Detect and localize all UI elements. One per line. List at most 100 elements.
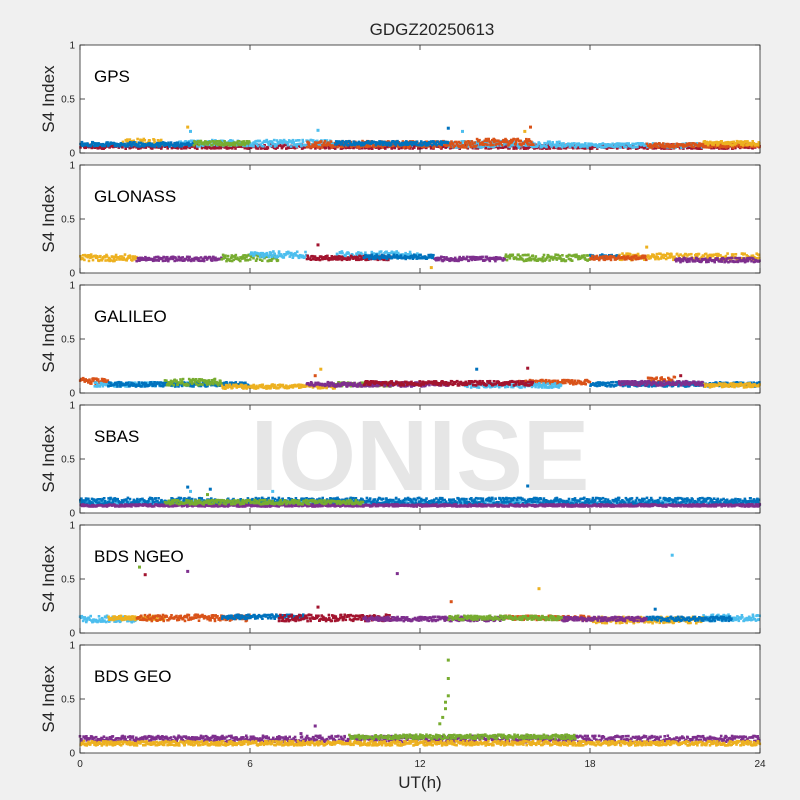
data-point [591, 143, 594, 146]
data-point [607, 381, 611, 385]
data-point [726, 252, 729, 255]
data-point [395, 250, 398, 253]
data-point [749, 256, 752, 260]
data-point [645, 258, 648, 262]
system-label: GLONASS [94, 187, 176, 206]
data-point [400, 146, 403, 150]
data-point [488, 259, 492, 263]
data-point [734, 146, 737, 150]
data-point [125, 259, 128, 262]
data-point [458, 147, 461, 150]
data-point [610, 253, 613, 257]
data-point [470, 383, 473, 386]
data-point [647, 254, 650, 257]
data-point [538, 383, 541, 387]
data-point [534, 385, 537, 389]
data-point [652, 147, 655, 150]
data-point [205, 145, 208, 149]
data-point [272, 138, 276, 142]
data-point [315, 145, 318, 148]
data-point [746, 140, 749, 143]
data-point [179, 256, 182, 260]
data-point [187, 141, 190, 145]
data-point [527, 138, 531, 141]
data-point [458, 144, 462, 148]
data-point [513, 138, 516, 141]
data-point [700, 257, 704, 261]
data-point [586, 146, 589, 149]
data-point [84, 146, 87, 149]
data-point [408, 256, 412, 260]
spike-point [645, 245, 649, 249]
data-point [610, 383, 614, 387]
data-point [209, 140, 212, 144]
data-point [197, 380, 201, 384]
data-point [180, 144, 183, 148]
data-point [692, 142, 695, 145]
data-point [293, 146, 297, 150]
data-point [307, 144, 311, 147]
data-point [424, 144, 428, 147]
data-point [259, 143, 262, 146]
data-point [590, 147, 594, 150]
data-point [300, 144, 303, 148]
data-point [130, 383, 133, 387]
data-point [471, 255, 474, 259]
data-point [444, 257, 448, 261]
data-point [334, 140, 338, 143]
data-point [96, 144, 100, 147]
data-point [158, 144, 162, 148]
data-point [568, 382, 572, 385]
data-point [213, 384, 217, 387]
data-point [88, 378, 91, 381]
data-point [213, 142, 216, 145]
spike-point [446, 126, 450, 130]
data-point [659, 252, 662, 256]
data-point [81, 254, 85, 257]
data-point [511, 385, 515, 389]
data-point [187, 384, 190, 387]
data-point [700, 147, 703, 150]
data-point [163, 383, 167, 387]
data-point [695, 257, 698, 260]
data-point [317, 145, 321, 149]
data-point [387, 141, 391, 145]
data-point [521, 258, 524, 261]
data-point [675, 142, 679, 146]
data-point [401, 140, 405, 143]
data-point [209, 381, 212, 384]
data-point [293, 143, 297, 146]
data-point [601, 383, 604, 387]
data-point [512, 141, 515, 144]
data-point [740, 256, 743, 260]
data-point [597, 258, 601, 262]
data-point [472, 255, 476, 259]
data-point [341, 251, 344, 255]
data-point [282, 385, 285, 389]
data-point [230, 381, 233, 384]
data-point [177, 385, 180, 388]
data-point [678, 259, 681, 262]
data-point [614, 380, 618, 384]
data-point [625, 252, 628, 255]
data-point [253, 142, 257, 145]
data-point [157, 142, 161, 145]
data-point [353, 143, 357, 147]
data-point [527, 143, 530, 146]
data-point [345, 141, 348, 145]
data-point [322, 145, 326, 149]
data-point [466, 385, 469, 389]
data-point [377, 142, 380, 145]
data-point [700, 255, 704, 259]
data-point [388, 252, 391, 255]
data-point [234, 253, 238, 257]
data-point [322, 256, 326, 259]
data-point [621, 252, 624, 255]
data-point [465, 143, 469, 146]
spike-point [529, 125, 532, 129]
data-point [123, 142, 126, 146]
data-point [199, 256, 203, 259]
data-point [144, 146, 148, 149]
data-point [266, 146, 270, 150]
data-point [509, 138, 513, 142]
